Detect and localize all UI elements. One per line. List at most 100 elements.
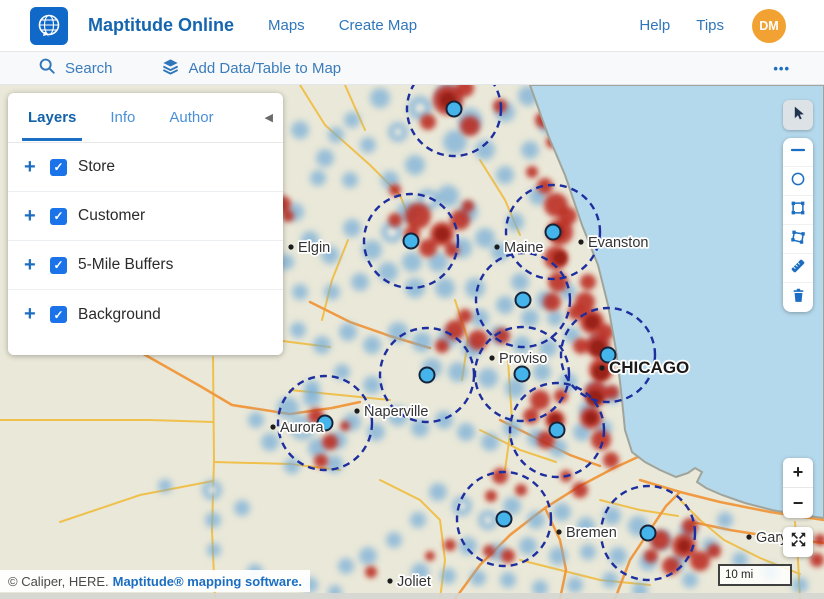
buffer-circle xyxy=(474,251,572,349)
city-dot xyxy=(354,408,360,414)
help-link[interactable]: Help xyxy=(639,17,671,34)
city-dot xyxy=(556,529,562,535)
pointer-icon xyxy=(790,105,806,126)
fullscreen-expand-icon xyxy=(790,531,807,553)
measure-tool-button[interactable] xyxy=(783,254,813,283)
store-points-layer xyxy=(316,100,657,542)
city-label: Elgin xyxy=(298,240,330,256)
background-checkbox[interactable]: ✓ xyxy=(50,306,67,323)
scale-label: 10 mi xyxy=(725,569,754,581)
user-avatar[interactable]: DM xyxy=(752,8,786,43)
layers-panel: Layers Info Author ◀ + ✓ Store + ✓ Custo… xyxy=(8,93,283,355)
city-label: CHICAGO xyxy=(609,358,689,377)
circle-tool-button[interactable] xyxy=(783,167,813,196)
polygon-tool-button[interactable] xyxy=(783,225,813,254)
map-attribution: © Caliper, HERE. Maptitude® mapping soft… xyxy=(0,570,311,592)
ruler-icon xyxy=(789,257,807,280)
tab-layers[interactable]: Layers xyxy=(22,94,83,141)
store-point[interactable] xyxy=(316,414,334,432)
nav-create-map[interactable]: Create Map xyxy=(338,17,418,34)
search-icon xyxy=(38,57,56,79)
zoom-in-button[interactable]: + xyxy=(783,458,813,488)
layers-stack-icon xyxy=(161,57,180,80)
panel-collapse-icon[interactable]: ◀ xyxy=(264,112,273,124)
city-dot xyxy=(270,424,276,430)
polygon-nodes-icon xyxy=(789,228,807,251)
map-scale-bar: 10 mi xyxy=(718,564,792,586)
layer-label-store: Store xyxy=(78,158,116,175)
store-point[interactable] xyxy=(544,223,562,241)
store-point[interactable] xyxy=(495,510,513,528)
trash-icon xyxy=(790,287,807,309)
five-mile-buffers-layer xyxy=(276,85,697,582)
expand-buffers-button[interactable]: + xyxy=(24,253,36,276)
layer-row-store: + ✓ Store xyxy=(8,143,283,192)
buffer-circle xyxy=(378,326,476,424)
delete-tool-button[interactable] xyxy=(783,283,813,312)
lake-michigan xyxy=(528,85,824,520)
buffer-circle xyxy=(599,484,697,582)
pointer-tool-button[interactable] xyxy=(783,100,813,130)
store-point[interactable] xyxy=(402,232,420,250)
attribution-text: © Caliper, HERE. xyxy=(8,573,109,589)
overflow-menu-button[interactable]: ••• xyxy=(773,60,790,76)
store-point[interactable] xyxy=(513,365,531,383)
store-point[interactable] xyxy=(514,291,532,309)
buffer-circle xyxy=(362,192,460,290)
drawing-tools-rail xyxy=(783,138,813,312)
city-label: Proviso xyxy=(499,351,547,367)
search-button[interactable]: Search xyxy=(38,57,113,79)
city-dot xyxy=(494,244,500,250)
expand-background-button[interactable]: + xyxy=(24,303,36,325)
tab-info[interactable]: Info xyxy=(110,109,136,126)
buffer-circle xyxy=(455,470,553,568)
layer-row-buffers: + ✓ 5-Mile Buffers xyxy=(8,241,283,290)
layer-label-customer: Customer xyxy=(78,207,146,224)
city-label: Maine xyxy=(504,240,544,256)
customer-checkbox[interactable]: ✓ xyxy=(50,207,67,225)
zoom-controls: + − xyxy=(783,458,813,518)
store-point[interactable] xyxy=(599,346,617,364)
attribution-link[interactable]: Maptitude® mapping software. xyxy=(112,573,303,589)
search-label: Search xyxy=(65,59,113,77)
panel-tabs: Layers Info Author ◀ xyxy=(8,93,283,143)
city-dot xyxy=(288,244,294,250)
city-dot xyxy=(746,534,752,540)
rectangle-nodes-icon xyxy=(789,199,807,222)
maptitude-logo-icon[interactable] xyxy=(30,6,68,45)
nav-maps[interactable]: Maps xyxy=(268,17,305,34)
store-point[interactable] xyxy=(548,421,566,439)
add-data-button[interactable]: Add Data/Table to Map xyxy=(161,57,342,80)
store-point[interactable] xyxy=(639,524,657,542)
store-checkbox[interactable]: ✓ xyxy=(50,158,67,176)
buffer-circle xyxy=(504,183,602,281)
expand-customer-button[interactable]: + xyxy=(24,204,36,227)
circle-icon xyxy=(789,170,807,193)
app-title: Maptitude Online xyxy=(88,15,234,35)
zoom-out-button[interactable]: − xyxy=(792,492,804,513)
rectangle-tool-button[interactable] xyxy=(783,196,813,225)
city-labels-layer: Elgin Maine Evanston Proviso CHICAGO Napervil… xyxy=(270,233,790,592)
tips-link[interactable]: Tips xyxy=(696,17,724,34)
layer-label-buffers: 5-Mile Buffers xyxy=(78,256,174,273)
line-icon xyxy=(789,141,807,164)
city-label: Aurora xyxy=(280,420,324,436)
city-label: Evanston xyxy=(588,235,648,251)
layer-row-customer: + ✓ Customer xyxy=(8,192,283,241)
layer-label-background: Background xyxy=(78,305,161,323)
store-point[interactable] xyxy=(445,100,463,118)
city-label: Bremen xyxy=(566,525,617,541)
line-tool-button[interactable] xyxy=(783,138,813,167)
check-icon: ✓ xyxy=(53,209,64,223)
fullscreen-button[interactable] xyxy=(783,527,813,557)
buffers-checkbox[interactable]: ✓ xyxy=(50,256,67,274)
check-icon: ✓ xyxy=(53,258,64,272)
expand-store-button[interactable]: + xyxy=(24,155,36,178)
add-data-label: Add Data/Table to Map xyxy=(188,59,342,77)
check-icon: ✓ xyxy=(53,307,64,322)
tab-author[interactable]: Author xyxy=(169,109,214,126)
buffer-circle xyxy=(405,85,503,158)
store-point[interactable] xyxy=(418,366,436,384)
map-bottom-edge xyxy=(0,593,824,599)
